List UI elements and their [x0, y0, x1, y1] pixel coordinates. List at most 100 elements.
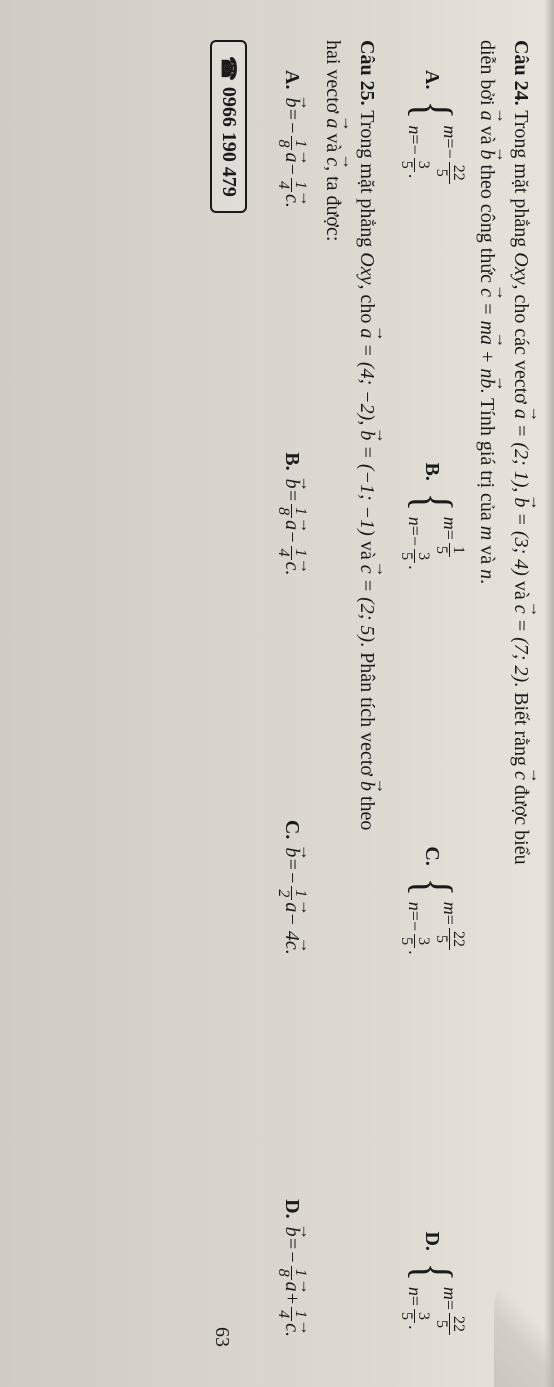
- q24-c-m-num: 22: [449, 928, 466, 950]
- q24-label: Câu 24.: [510, 40, 532, 106]
- q24-t2b: theo công thức: [476, 159, 498, 288]
- q25-d-lead: −: [280, 1250, 303, 1264]
- q25-t1d: theo: [356, 791, 378, 830]
- phone-icon: ☎: [216, 56, 241, 81]
- q24-b-n-sign: −: [404, 536, 425, 546]
- q25-t2a: hai vectơ: [322, 40, 344, 118]
- q25-b-expr: b = 18a − 14c.: [275, 479, 308, 576]
- q24-c-n-num: 3: [414, 934, 431, 948]
- q25-t1c: . Phân tích vectơ: [356, 642, 378, 781]
- opt-label-c: C.: [421, 846, 444, 865]
- q25-oxy: Oxy: [356, 252, 378, 284]
- q25-line1: Câu 25. Trong mặt phẳng Oxy, cho a = (4;…: [352, 40, 382, 1347]
- opt-label-b: B.: [421, 463, 444, 481]
- q24-b-sys: { m = 15 n = −35.: [398, 489, 466, 570]
- q24-opt-d: D. { m = 225 n = 35.: [398, 1231, 466, 1337]
- q25-c-eq: c = (2; 5): [356, 565, 378, 642]
- q25-a-expr: b = −18a − 14c.: [275, 97, 308, 207]
- q24-a-n-den: 5: [398, 158, 414, 172]
- q24-t1c: . Biết rằng: [510, 682, 532, 771]
- q25-c-ad: 2: [275, 886, 291, 900]
- q24-a-eq: a = (2; 1): [510, 409, 532, 487]
- q24-formula: c = ma + nb: [476, 288, 498, 388]
- opt-label-a: A.: [421, 70, 444, 89]
- q25-c-expr: b = −12a − 4c.: [275, 847, 308, 954]
- q24-a-n-sign: −: [404, 145, 425, 155]
- q25-c-lead: −: [280, 871, 303, 885]
- q25-b-eq: b = (−1; −1): [356, 430, 378, 535]
- q25-c-var: c: [322, 157, 344, 166]
- q24-a-sys: { m = −225 n = −35.: [398, 97, 466, 185]
- q24-d-sys: { m = 225 n = 35.: [398, 1259, 466, 1337]
- q25-d-cd: 4: [275, 1307, 291, 1321]
- q25-t1b: , cho: [356, 284, 378, 328]
- q24-options: A. { m = −225 n = −35. B. { m = 15 n = −…: [398, 70, 466, 1337]
- q25-line2: hai vectơ a và c, ta được:: [318, 40, 348, 1347]
- q24-d-n-num: 3: [414, 1309, 431, 1323]
- q24-a-m-den: 5: [433, 166, 449, 180]
- q24-d-m-den: 5: [433, 1317, 449, 1331]
- q24-opt-a: A. { m = −225 n = −35.: [398, 70, 466, 186]
- brace-icon: {: [413, 101, 451, 119]
- q25-opt-a: A. b = −18a − 14c.: [275, 70, 308, 208]
- q24-b-n-num: 3: [414, 549, 431, 563]
- opt-label-a2: A.: [280, 70, 303, 89]
- phone-box: ☎ 0966 190 479: [210, 40, 247, 213]
- q25-a-lead: −: [280, 121, 303, 135]
- q25-opt-c: C. b = −12a − 4c.: [275, 820, 308, 955]
- q25-b-cd: 4: [275, 546, 291, 560]
- q24-opt-c: C. { m = 225 n = −35.: [398, 846, 466, 954]
- q25-b-var: b: [356, 781, 378, 791]
- q24-b-m-num: 1: [449, 543, 466, 557]
- page-number: 63: [210, 1327, 233, 1347]
- q24-and3: và: [476, 540, 498, 569]
- q24-a-var: a: [476, 111, 498, 121]
- q24-b-m-den: 5: [433, 543, 449, 557]
- q25-a-var: a: [322, 118, 344, 128]
- q24-t2c: . Tính giá trị của: [476, 388, 498, 525]
- q24-c-m-den: 5: [433, 932, 449, 946]
- q25-t2b: , ta được:: [322, 166, 344, 241]
- q24-a-m-num: 22: [449, 162, 466, 184]
- opt-label-c2: C.: [280, 820, 303, 839]
- q24-a-m-sign: −: [439, 149, 460, 159]
- q24-c-eq: c = (7; 2): [510, 605, 532, 682]
- brace-icon: {: [413, 1263, 451, 1281]
- q24-t1a: Trong mặt phẳng: [510, 110, 532, 252]
- q24-t1d: được biểu: [510, 780, 532, 865]
- q24-m: m: [476, 526, 498, 540]
- q24-line2: diễn bởi a và b theo công thức c = ma + …: [472, 40, 502, 1347]
- footer: ☎ 0966 190 479 63: [210, 40, 265, 1347]
- q24-opt-b: B. { m = 15 n = −35.: [398, 463, 466, 570]
- q25-a-eq: a = (4; −2): [356, 328, 378, 420]
- q24-n: n: [476, 569, 498, 579]
- brace-icon: {: [413, 878, 451, 896]
- q24-c-sys: { m = 225 n = −35.: [398, 874, 466, 955]
- q24-dot: .: [476, 579, 498, 584]
- q25-opt-d: D. b = −18a + 14c.: [275, 1199, 308, 1337]
- opt-label-d: D.: [421, 1231, 444, 1250]
- q24-a-n-num: 3: [414, 158, 431, 172]
- q24-t2a: diễn bởi: [476, 40, 498, 111]
- q25-b-ad: 8: [275, 504, 291, 518]
- q25-options: A. b = −18a − 14c. B. b = 18a − 14c. C. …: [275, 70, 308, 1337]
- opt-label-b2: B.: [280, 452, 303, 470]
- q25-opt-b: B. b = 18a − 14c.: [275, 452, 308, 575]
- q25-a-ad: 8: [275, 136, 291, 150]
- q24-d-n-den: 5: [398, 1309, 414, 1323]
- q25-d-expr: b = −18a + 14c.: [275, 1227, 308, 1337]
- q24-oxy: Oxy: [510, 252, 532, 284]
- q24-line1: Câu 24. Trong mặt phẳng Oxy, cho các vec…: [506, 40, 536, 1347]
- phone-number: 0966 190 479: [217, 87, 240, 197]
- q25-d-ad: 8: [275, 1266, 291, 1280]
- q24-b-eq: b = (3; 4): [510, 497, 532, 575]
- q24-b-n-den: 5: [398, 549, 414, 563]
- q24-c-n-sign: −: [404, 921, 425, 931]
- q24-c-n-den: 5: [398, 934, 414, 948]
- q25-a-cd: 4: [275, 178, 291, 192]
- q25-label: Câu 25.: [356, 40, 378, 106]
- q24-b-var: b: [476, 149, 498, 159]
- brace-icon: {: [413, 493, 451, 511]
- q24-c-var: c: [510, 771, 532, 780]
- q24-d-m-num: 22: [449, 1313, 466, 1335]
